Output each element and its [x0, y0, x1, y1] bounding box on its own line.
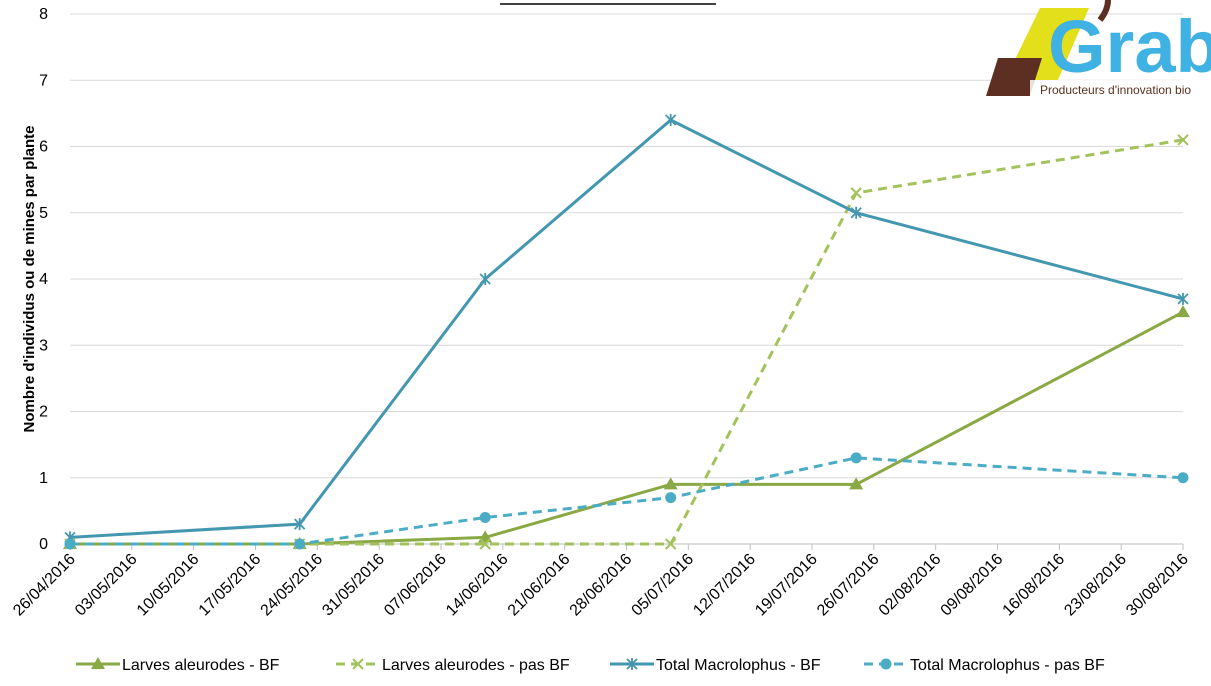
x-tick-label: 16/08/2016	[1000, 551, 1069, 620]
data-point	[850, 187, 862, 199]
logo-tagline: Producteurs d'innovation bio	[1040, 83, 1191, 97]
x-tick-label: 14/06/2016	[443, 551, 512, 620]
series-total-macrolophus-pas-bf	[64, 452, 1189, 550]
x-tick-label: 23/08/2016	[1061, 551, 1130, 620]
y-tick-label: 1	[39, 470, 48, 487]
marker-stroke	[479, 538, 491, 550]
legend-label: Total Macrolophus - pas BF	[910, 657, 1105, 674]
logo-brown-shape	[986, 58, 1042, 96]
data-point	[479, 538, 491, 550]
x-tick-label: 10/05/2016	[134, 551, 203, 620]
data-point	[294, 538, 306, 550]
y-tick-label: 6	[39, 139, 48, 156]
legend-marker	[626, 658, 638, 670]
marker-stroke	[352, 658, 364, 670]
data-point	[850, 452, 862, 464]
series-group	[63, 114, 1190, 550]
data-point	[664, 538, 677, 550]
x-tick-label: 21/06/2016	[505, 551, 574, 620]
y-tick-label: 2	[39, 404, 48, 421]
legend-marker	[880, 658, 892, 670]
logo-tagline-band	[1030, 80, 1211, 98]
x-tick-label: 17/05/2016	[196, 551, 265, 620]
grab-logo: Grab Producteurs d'innovation bio	[986, 0, 1211, 98]
series-line	[70, 138, 1184, 546]
gridlines	[70, 3, 1183, 479]
marker-stroke	[1177, 134, 1189, 146]
legend-label: Total Macrolophus - BF	[656, 657, 821, 674]
logo-brown-stem	[1097, 0, 1111, 22]
series-line	[70, 456, 1184, 546]
legend-label: Larves aleurodes - pas BF	[382, 657, 570, 674]
x-tick-label: 24/05/2016	[258, 551, 327, 620]
data-point	[1177, 134, 1189, 146]
legend-item-larves-aleurodes-bf: Larves aleurodes - BF	[76, 657, 280, 674]
x-tick-label: 30/08/2016	[1123, 551, 1192, 620]
legend-item-larves-aleurodes-pas-bf: Larves aleurodes - pas BF	[336, 657, 570, 674]
x-tick-label: 07/06/2016	[381, 551, 450, 620]
y-tick-label: 3	[39, 337, 48, 354]
data-point	[850, 206, 862, 219]
series-total-macrolophus-bf	[64, 114, 1189, 544]
series-larves-aleurodes-pas-bf	[64, 134, 1189, 550]
x-tick-label: 12/07/2016	[690, 551, 759, 620]
y-tick-label: 5	[39, 205, 48, 222]
legend-label: Larves aleurodes - BF	[122, 657, 280, 674]
series-larves-aleurodes-bf	[63, 305, 1190, 549]
data-point	[849, 477, 864, 490]
x-tick-label: 28/06/2016	[567, 551, 636, 620]
data-point	[1177, 292, 1189, 305]
legend-item-total-macrolophus-bf: Total Macrolophus - BF	[610, 657, 821, 674]
x-tick-label: 02/08/2016	[876, 551, 945, 620]
marker-stroke	[664, 538, 677, 550]
series-line	[69, 118, 1184, 539]
x-tick-label: 19/07/2016	[752, 551, 821, 620]
legend-item-total-macrolophus-pas-bf: Total Macrolophus - pas BF	[864, 657, 1105, 674]
series-line	[70, 310, 1184, 546]
x-tick-label: 05/07/2016	[629, 551, 698, 620]
y-axis-ticks: 0 1 2 3 4 5 6 7 8	[39, 6, 48, 553]
x-tick-label: 03/05/2016	[72, 551, 141, 620]
x-tick-label: 26/04/2016	[10, 551, 79, 620]
data-point	[479, 273, 491, 285]
x-axis: 26/04/201603/05/201610/05/201617/05/2016…	[10, 543, 1192, 620]
x-tick-label: 26/07/2016	[814, 551, 883, 620]
x-tick-label: 09/08/2016	[938, 551, 1007, 620]
y-tick-label: 0	[39, 536, 48, 553]
data-point	[663, 477, 678, 490]
y-tick-label: 4	[39, 271, 48, 288]
data-point	[1177, 472, 1189, 484]
legend-marker	[352, 658, 364, 670]
data-point	[479, 512, 491, 523]
data-point	[665, 114, 677, 126]
y-tick-label: 7	[39, 72, 48, 89]
data-point	[1176, 305, 1190, 318]
legend: Larves aleurodes - BF Larves aleurodes - …	[76, 657, 1105, 674]
data-point	[64, 538, 76, 550]
logo-wordmark: Grab	[1048, 5, 1211, 88]
marker-stroke	[850, 187, 862, 199]
data-point	[665, 492, 677, 504]
legend-marker	[91, 657, 105, 669]
x-tick-label: 31/05/2016	[319, 551, 388, 620]
y-tick-label: 8	[39, 6, 48, 23]
y-axis-title: Nombre d'individus ou de mines par plant…	[21, 126, 38, 433]
data-point	[294, 518, 306, 531]
